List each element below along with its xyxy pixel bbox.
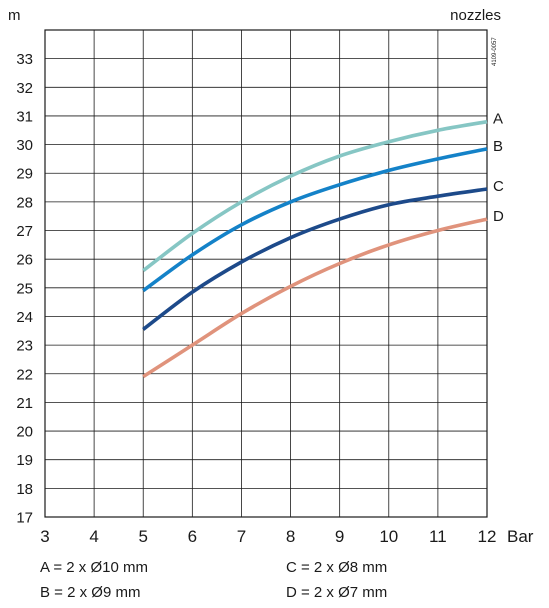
y-tick-label: 19	[16, 452, 33, 469]
legend-entry-a: A = 2 x Ø10 mm	[40, 559, 148, 576]
series-end-labels: AB CD	[493, 111, 504, 225]
y-tick-label: 32	[16, 80, 33, 97]
y-tick-label: 20	[16, 424, 33, 441]
x-tick-label: 3	[40, 527, 49, 546]
y-tick-label: 31	[16, 108, 33, 125]
series-label-a: A	[493, 111, 503, 128]
series-line-b	[142, 147, 488, 293]
tick-labels: 3 4 5 6 7 8 9 10 11 12 17 18 19 20 21 22 23 24 25 26 27 28 29 3…	[16, 51, 496, 546]
y-tick-label: 17	[16, 510, 33, 527]
x-tick-label: 12	[478, 527, 497, 546]
series-line-d	[142, 217, 488, 379]
series-label-d: D	[493, 208, 504, 225]
y-tick-label: 24	[16, 309, 33, 326]
series-label-b: B	[493, 138, 503, 155]
x-tick-label: 9	[335, 527, 344, 546]
x-axis-label: Bar	[507, 527, 534, 546]
series-line-c	[142, 187, 488, 331]
plot-frame	[44, 29, 488, 518]
y-tick-label: 26	[16, 252, 33, 269]
x-tick-label: 10	[379, 527, 398, 546]
x-tick-label: 6	[188, 527, 197, 546]
legend-entry-d: D = 2 x Ø7 mm	[286, 584, 388, 601]
legend-title: nozzles	[450, 7, 501, 24]
figure-code: 4109-0057	[492, 37, 498, 66]
y-tick-label: 28	[16, 194, 33, 211]
y-tick-label: 23	[16, 338, 33, 355]
y-tick-label: 25	[16, 280, 33, 297]
y-tick-label: 30	[16, 137, 33, 154]
series-label-c: C	[493, 178, 504, 195]
legend-entry-b: B = 2 x Ø9 mm	[40, 584, 141, 601]
y-tick-label: 27	[16, 223, 33, 240]
y-tick-label: 18	[16, 481, 33, 498]
x-tick-label: 7	[237, 527, 246, 546]
y-tick-label: 33	[16, 51, 33, 68]
chart-series	[142, 119, 488, 379]
x-tick-label: 11	[429, 527, 447, 546]
y-tick-label: 22	[16, 366, 33, 383]
x-tick-label: 4	[89, 527, 98, 546]
x-tick-label: 5	[138, 527, 147, 546]
chart-grid	[44, 29, 488, 518]
series-line-a	[142, 119, 488, 273]
legend-entry-c: C = 2 x Ø8 mm	[286, 559, 388, 576]
x-tick-label: 8	[286, 527, 295, 546]
y-tick-label: 29	[16, 166, 33, 183]
y-tick-label: 21	[16, 395, 33, 412]
y-axis-label: m	[8, 7, 21, 24]
